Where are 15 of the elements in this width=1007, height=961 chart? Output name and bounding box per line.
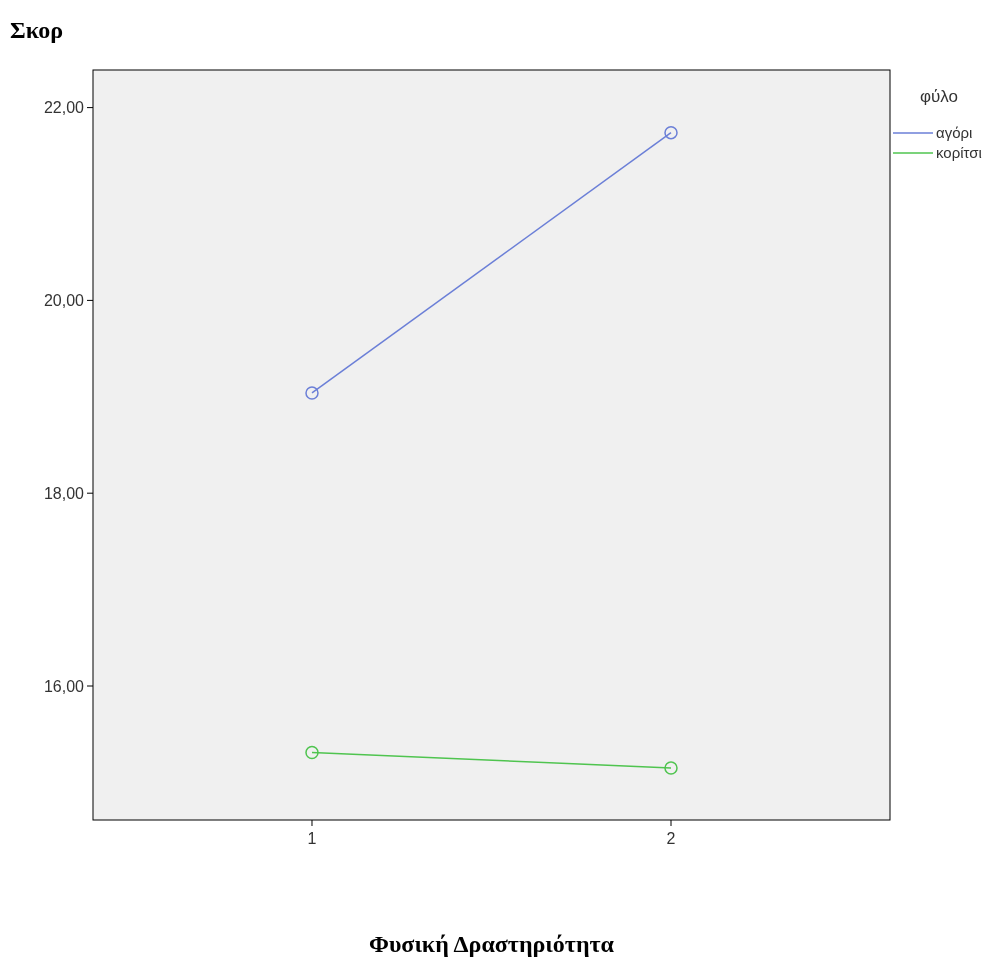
legend-title: φύλο [920,87,959,106]
point [305,745,319,760]
point [664,761,678,775]
x-tick-label: 1 [307,830,317,847]
y-tick-label: 22,00 [43,99,85,117]
y-axis-title: Σκορ [10,17,64,43]
point [305,386,319,400]
y-tick-label: 16,00 [43,677,85,695]
y-tick-label: 20,00 [43,292,85,309]
point [664,125,678,140]
y-tick-label: 18,00 [43,484,85,502]
legend-label: κορίτσι [936,144,982,162]
x-tick-label: 2 [666,830,676,847]
x-axis-title: Φυσική Δραστηριότητα [369,931,615,957]
legend-label: αγόρι [936,124,973,142]
